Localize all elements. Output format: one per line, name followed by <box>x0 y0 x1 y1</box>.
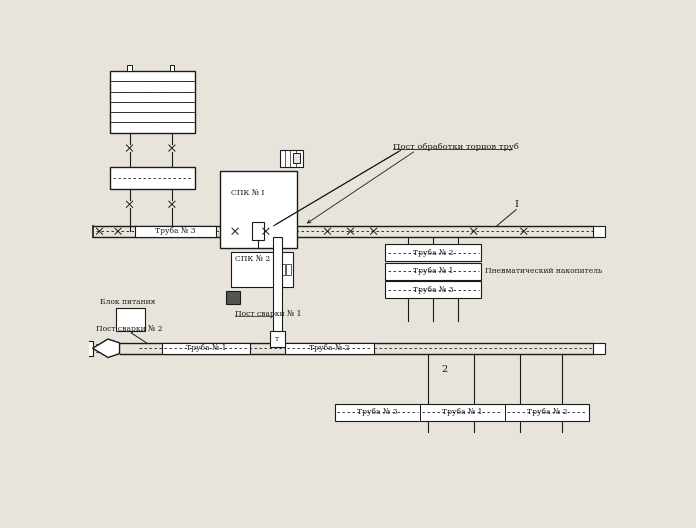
Text: Труба № 3: Труба № 3 <box>155 227 196 235</box>
Text: Пост сварки № 1: Пост сварки № 1 <box>235 309 301 318</box>
Text: Пост обработки торцов труб: Пост обработки торцов труб <box>393 143 519 150</box>
Bar <box>226 290 239 304</box>
Bar <box>285 343 374 354</box>
Text: Труба № 1: Труба № 1 <box>442 408 482 416</box>
Bar <box>273 237 282 343</box>
Bar <box>116 308 145 332</box>
Text: Труба № 3: Труба № 3 <box>357 408 398 416</box>
Bar <box>162 343 251 354</box>
Bar <box>293 154 301 163</box>
Bar <box>127 65 132 71</box>
Text: Труба № 3: Труба № 3 <box>413 286 454 294</box>
Bar <box>135 226 216 237</box>
Bar <box>252 222 264 240</box>
Bar <box>269 332 285 347</box>
Bar <box>385 244 482 261</box>
Text: Труба № 2: Труба № 2 <box>527 408 567 416</box>
Bar <box>335 404 590 421</box>
Bar <box>220 171 296 248</box>
Text: СПК № I: СПК № I <box>231 190 264 198</box>
Text: Пневматический накопитель: Пневматический накопитель <box>485 267 603 275</box>
Bar <box>593 226 605 237</box>
Text: 2: 2 <box>441 364 448 373</box>
Bar <box>274 263 279 275</box>
Bar <box>231 252 293 287</box>
Bar <box>85 341 93 356</box>
Polygon shape <box>93 339 120 357</box>
Text: Блок питания: Блок питания <box>100 298 155 306</box>
Text: I: I <box>514 200 518 209</box>
Text: T: T <box>276 336 280 342</box>
Bar <box>280 263 285 275</box>
Bar <box>385 263 482 280</box>
Bar <box>286 263 291 275</box>
Bar <box>280 149 303 166</box>
Bar <box>170 65 174 71</box>
Text: Труба № 2: Труба № 2 <box>309 344 349 352</box>
Bar <box>79 341 86 356</box>
Bar <box>110 71 195 133</box>
Bar <box>385 281 482 298</box>
Text: СПК № 2: СПК № 2 <box>235 256 270 263</box>
Bar <box>110 167 195 189</box>
Bar <box>593 343 605 354</box>
Text: Пост сварки № 2: Пост сварки № 2 <box>97 325 163 333</box>
Text: Труба № 1: Труба № 1 <box>413 267 454 275</box>
Text: Труба № 1: Труба № 1 <box>186 344 226 352</box>
Text: Труба № 2: Труба № 2 <box>413 249 454 257</box>
